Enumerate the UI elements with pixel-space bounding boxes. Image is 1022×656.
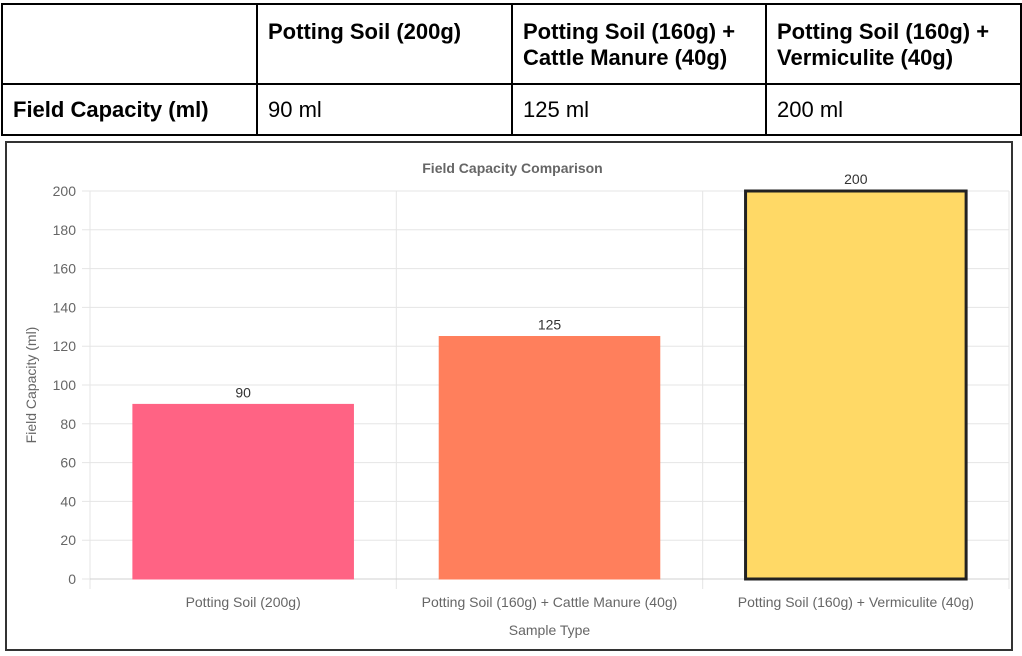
table-header-cell: Potting Soil (160g) + Cattle Manure (40g…: [511, 3, 767, 85]
x-tick-label: Potting Soil (160g) + Vermiculite (40g): [738, 594, 974, 610]
x-tick-label: Potting Soil (200g): [186, 594, 301, 610]
y-tick-label: 80: [60, 416, 76, 432]
table-header-cell: Potting Soil (160g) + Vermiculite (40g): [765, 3, 1022, 85]
row-label: Field Capacity (ml): [1, 83, 258, 136]
table-header-row: Potting Soil (200g) Potting Soil (160g) …: [1, 3, 1022, 85]
table-cell: 90 ml: [256, 83, 513, 136]
y-tick-label: 20: [60, 532, 76, 548]
y-tick-label: 0: [68, 571, 76, 587]
y-tick-label: 160: [53, 261, 77, 277]
field-capacity-table: Potting Soil (200g) Potting Soil (160g) …: [1, 3, 1022, 136]
table-cell: 200 ml: [765, 83, 1022, 136]
y-tick-label: 120: [53, 338, 77, 354]
data-label: 90: [235, 384, 251, 400]
table-cell: 125 ml: [511, 83, 767, 136]
data-label: 125: [538, 317, 562, 333]
x-tick-label: Potting Soil (160g) + Cattle Manure (40g…: [422, 594, 678, 610]
x-axis-title: Sample Type: [509, 622, 591, 638]
table-header-cell: [1, 3, 258, 85]
y-tick-label: 180: [53, 222, 77, 238]
y-tick-label: 40: [60, 493, 76, 509]
y-tick-label: 100: [53, 377, 77, 393]
table-row: Field Capacity (ml) 90 ml 125 ml 200 ml: [1, 83, 1022, 136]
chart-title: Field Capacity Comparison: [422, 160, 602, 176]
table-header-cell: Potting Soil (200g): [256, 3, 513, 85]
data-label: 200: [844, 171, 868, 187]
bar: [438, 336, 661, 580]
y-tick-label: 200: [53, 183, 77, 199]
y-axis-title: Field Capacity (ml): [23, 327, 39, 444]
bar-chart: 0 20 40 60 80 100 120 140 160 180 200 90 Potting Soi…: [23, 160, 1010, 638]
chart-container: 0 20 40 60 80 100 120 140 160 180 200 90 Potting Soi…: [5, 141, 1013, 651]
bar: [132, 403, 354, 580]
bar: [744, 189, 968, 581]
y-tick-label: 60: [60, 455, 76, 471]
y-tick-label: 140: [53, 299, 77, 315]
